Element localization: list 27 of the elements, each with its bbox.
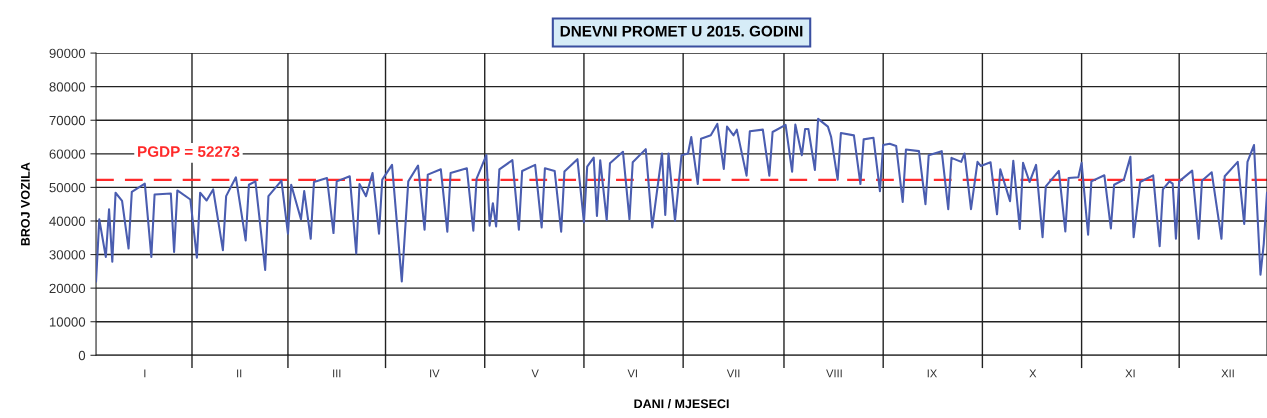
y-tick-label: 40000 bbox=[49, 216, 86, 226]
x-tick-label: IV bbox=[430, 369, 440, 378]
y-tick-label: 60000 bbox=[49, 149, 86, 159]
x-tick-label: XII bbox=[1221, 369, 1234, 378]
x-tick-label: II bbox=[237, 369, 242, 378]
y-tick-label: 20000 bbox=[49, 283, 86, 294]
line-series bbox=[96, 117, 1267, 283]
y-axis-title: BROJ VOZILA bbox=[20, 162, 30, 246]
y-tick-label: 90000 bbox=[49, 48, 86, 58]
x-axis-title: DANI / MJESECI bbox=[634, 398, 729, 409]
chart-title: DNEVNI PROMET U 2015. GODINI bbox=[560, 25, 803, 37]
x-tick-label: V bbox=[531, 369, 539, 378]
x-tick-label: VI bbox=[627, 369, 637, 378]
y-tick-label: 30000 bbox=[49, 250, 86, 260]
x-tick-label: III bbox=[333, 369, 341, 378]
y-tick-label: 0 bbox=[78, 350, 86, 361]
x-tick-label: I bbox=[144, 369, 146, 378]
x-tick-label: XI bbox=[1125, 369, 1135, 378]
x-tick-label: IX bbox=[927, 369, 937, 378]
y-tick-label: 10000 bbox=[49, 317, 86, 327]
ref-line-label: PGDP = 52273 bbox=[138, 146, 240, 158]
x-tick-label: X bbox=[1029, 369, 1037, 378]
x-tick-label: VII bbox=[726, 369, 740, 378]
x-tick-label: VIII bbox=[826, 369, 842, 378]
y-tick-label: 70000 bbox=[49, 115, 86, 126]
y-tick-label: 50000 bbox=[49, 182, 86, 193]
y-tick-label: 80000 bbox=[49, 82, 86, 92]
